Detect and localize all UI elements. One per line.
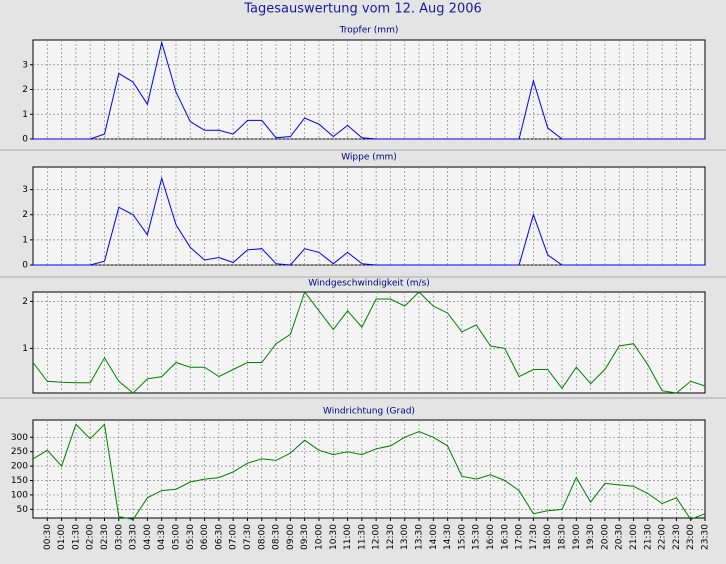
x-tick-label: 02:00 — [86, 524, 96, 550]
y-tick-label: 1 — [22, 235, 28, 245]
plot-area — [32, 291, 706, 394]
x-tick-label: 01:30 — [71, 524, 81, 550]
x-tick-label: 06:00 — [200, 524, 210, 550]
data-line — [32, 290, 706, 394]
chart-title: Windrichtung (Grad) — [323, 407, 415, 417]
x-tick-label: 09:00 — [286, 524, 296, 550]
x-tick-label: 15:30 — [472, 524, 482, 550]
x-tick-label: 12:00 — [372, 524, 382, 550]
x-tick-label: 22:00 — [658, 524, 668, 550]
y-tick-label: 2 — [22, 297, 28, 307]
x-tick-label: 09:30 — [300, 524, 310, 550]
x-tick-label: 06:30 — [214, 524, 224, 550]
y-tick-label: 2 — [22, 210, 28, 220]
x-tick-label: 20:00 — [600, 524, 610, 550]
y-tick-label: 3 — [22, 60, 28, 70]
x-tick-label: 08:30 — [272, 524, 282, 550]
x-tick-label: 14:00 — [429, 524, 439, 550]
x-tick-label: 19:00 — [572, 524, 582, 550]
chart-title: Windgeschwindigkeit (m/s) — [308, 279, 430, 289]
y-tick-label: 50 — [17, 505, 29, 515]
x-tick-label: 22:30 — [672, 524, 682, 550]
x-tick-label: 17:30 — [529, 524, 539, 550]
x-tick-label: 03:30 — [129, 524, 139, 550]
page-title: Tagesauswertung vom 12. Aug 2006 — [243, 2, 482, 17]
x-tick-label: 20:30 — [615, 524, 625, 550]
x-tick-label: 16:00 — [486, 524, 496, 550]
chart-title: Wippe (mm) — [341, 153, 397, 163]
x-tick-label: 10:00 — [314, 524, 324, 550]
x-tick-label: 12:30 — [386, 524, 396, 550]
x-tick-label: 05:00 — [171, 524, 181, 550]
y-tick-label: 250 — [11, 447, 28, 457]
plot-area — [32, 419, 706, 519]
x-tick-label: 23:00 — [686, 524, 696, 550]
x-tick-label: 00:30 — [43, 524, 53, 550]
y-tick-label: 2 — [22, 85, 28, 95]
x-tick-label: 01:00 — [57, 524, 67, 550]
data-line — [33, 40, 705, 140]
x-tick-label: 11:30 — [357, 524, 367, 550]
y-tick-label: 150 — [11, 476, 28, 486]
x-tick-label: 17:00 — [515, 524, 525, 550]
y-tick-label: 1 — [22, 110, 28, 120]
x-tick-label: 14:30 — [443, 524, 453, 550]
x-tick-label: 13:30 — [415, 524, 425, 550]
x-tick-label: 05:30 — [186, 524, 196, 550]
x-tick-label: 18:00 — [543, 524, 553, 550]
data-line — [32, 423, 706, 521]
x-tick-label: 18:30 — [558, 524, 568, 550]
x-tick-label: 02:30 — [100, 524, 110, 550]
x-tick-label: 03:00 — [114, 524, 124, 550]
y-tick-label: 300 — [11, 433, 28, 443]
x-tick-label: 07:00 — [229, 524, 239, 550]
y-tick-label: 1 — [22, 344, 28, 354]
x-tick-label: 07:30 — [243, 524, 253, 550]
x-tick-label: 21:00 — [629, 524, 639, 550]
x-tick-label: 04:00 — [143, 524, 153, 550]
x-tick-label: 21:30 — [643, 524, 653, 550]
y-tick-label: 100 — [11, 490, 28, 500]
data-line — [33, 176, 705, 266]
x-tick-label: 13:00 — [400, 524, 410, 550]
x-tick-label: 19:30 — [586, 524, 596, 550]
x-tick-label: 15:00 — [457, 524, 467, 550]
x-tick-label: 10:30 — [329, 524, 339, 550]
x-tick-label: 08:00 — [257, 524, 267, 550]
y-tick-label: 3 — [22, 185, 28, 195]
y-tick-label: 0 — [22, 261, 28, 271]
y-tick-label: 200 — [11, 462, 28, 472]
x-tick-label: 11:00 — [343, 524, 353, 550]
x-tick-label: 16:30 — [500, 524, 510, 550]
plot-area — [32, 166, 706, 266]
x-tick-label: 23:30 — [701, 524, 711, 550]
chart-title: Tropfer (mm) — [339, 26, 399, 36]
x-tick-label: 04:30 — [157, 524, 167, 550]
y-tick-label: 0 — [22, 135, 28, 145]
